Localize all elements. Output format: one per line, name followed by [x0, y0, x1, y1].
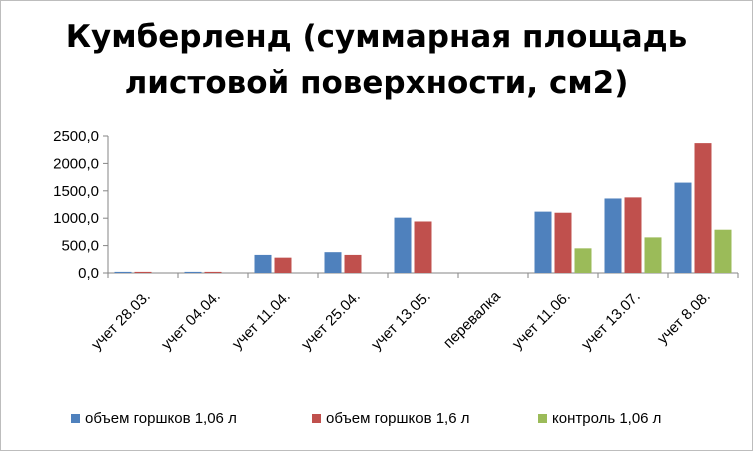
x-tick-label: учет 11.06.: [509, 288, 574, 353]
chart-title: Кумберленд (суммарная площадь листовой п…: [0, 14, 753, 106]
bar: [114, 271, 132, 273]
bar: [324, 252, 342, 273]
bar: [394, 217, 412, 273]
chart-title-line-1: Кумберленд (суммарная площадь: [65, 19, 688, 55]
y-tick-label: 0,0: [78, 265, 99, 282]
chart-legend: объем горшков 1,06 л объем горшков 1,6 л к…: [71, 410, 661, 427]
chart-bars: [114, 143, 732, 273]
legend-label: контроль 1,06 л: [552, 410, 661, 427]
bar: [414, 221, 432, 273]
bar: [674, 182, 692, 273]
bar: [204, 271, 222, 273]
x-tick-label: учет 11.04.: [229, 288, 294, 353]
bar: [694, 143, 712, 273]
bar: [534, 211, 552, 273]
x-tick-label: учет 25.04.: [298, 288, 364, 354]
legend-swatch: [312, 414, 321, 423]
bar: [554, 212, 572, 273]
x-tick-label: учет 13.07.: [578, 288, 644, 354]
y-tick-label: 1000,0: [53, 210, 99, 227]
x-tick-label: учет 8.08.: [654, 288, 714, 348]
legend-label: объем горшков 1,06 л: [85, 410, 237, 427]
chart-title-line-2: листовой поверхности, см2): [124, 65, 629, 101]
chart-axes: 0,0 500,0 1000,0 1500,0 2000,0 2500,0: [53, 128, 739, 282]
bar: [274, 257, 292, 273]
legend-label: объем горшков 1,6 л: [326, 410, 469, 427]
legend-swatch: [71, 414, 80, 423]
y-tick-label: 500,0: [61, 238, 99, 255]
x-tick-label: учет 28.03.: [88, 288, 154, 354]
bar: [134, 271, 152, 273]
bar: [574, 248, 592, 273]
x-tick-label: учет 04.04.: [158, 288, 224, 354]
x-tick-label: учет 13.05.: [368, 288, 434, 354]
y-tick-label: 2500,0: [53, 128, 99, 145]
bar: [604, 198, 622, 273]
bar: [184, 271, 202, 273]
bar: [714, 229, 732, 273]
x-tick-label: перевалка: [440, 287, 504, 351]
x-axis-labels: учет 28.03. учет 04.04. учет 11.04. учет 25…: [88, 287, 714, 353]
bar: [344, 254, 362, 273]
bar: [254, 254, 272, 273]
y-tick-label: 2000,0: [53, 155, 99, 172]
legend-swatch: [538, 414, 547, 423]
bar: [624, 197, 642, 273]
y-tick-label: 1500,0: [53, 183, 99, 200]
bar: [644, 237, 662, 273]
